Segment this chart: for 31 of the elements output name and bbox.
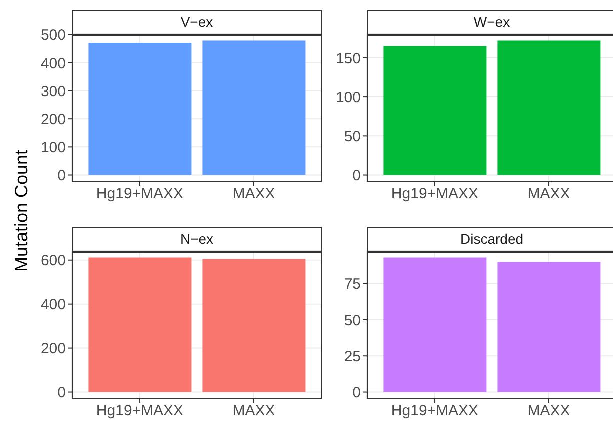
y-tick-label: 200: [40, 111, 66, 128]
y-tick-label: 300: [40, 83, 66, 100]
y-axis-title: Mutation Count: [12, 150, 32, 272]
y-tick-label: 600: [40, 252, 66, 270]
chart-title: W−ex: [367, 10, 613, 36]
y-tick-label: 0: [352, 168, 361, 185]
y-tick-label: 100: [40, 140, 66, 156]
x-tick-label: MAXX: [232, 402, 276, 420]
y-tick-label: 75: [344, 276, 361, 294]
x-tick-label: MAXX: [528, 186, 570, 203]
y-tick-label: 200: [40, 340, 66, 358]
x-tick-label: MAXX: [528, 402, 570, 420]
chart-title: V−ex: [72, 10, 322, 36]
y-tick-label: 400: [40, 296, 66, 314]
x-tick-label: MAXX: [232, 186, 276, 203]
y-tick-label: 400: [40, 55, 66, 72]
y-tick-label: 50: [344, 312, 361, 330]
y-tick-label: 25: [344, 348, 361, 366]
y-tick-label: 0: [58, 384, 66, 402]
x-tick-label: Hg19+MAXX: [391, 186, 479, 203]
y-tick-label: 150: [336, 50, 361, 68]
y-tick-label: 0: [58, 168, 66, 185]
y-tick-label: 500: [40, 27, 66, 44]
y-tick-label: 50: [344, 128, 361, 146]
y-tick-label: 100: [336, 89, 361, 106]
x-tick-label: Hg19+MAXX: [96, 402, 184, 420]
y-tick-label: 0: [352, 384, 361, 402]
chart-title: Discarded: [367, 227, 613, 253]
x-tick-label: Hg19+MAXX: [391, 402, 479, 420]
chart-title: N−ex: [72, 227, 322, 253]
x-tick-label: Hg19+MAXX: [96, 186, 184, 203]
